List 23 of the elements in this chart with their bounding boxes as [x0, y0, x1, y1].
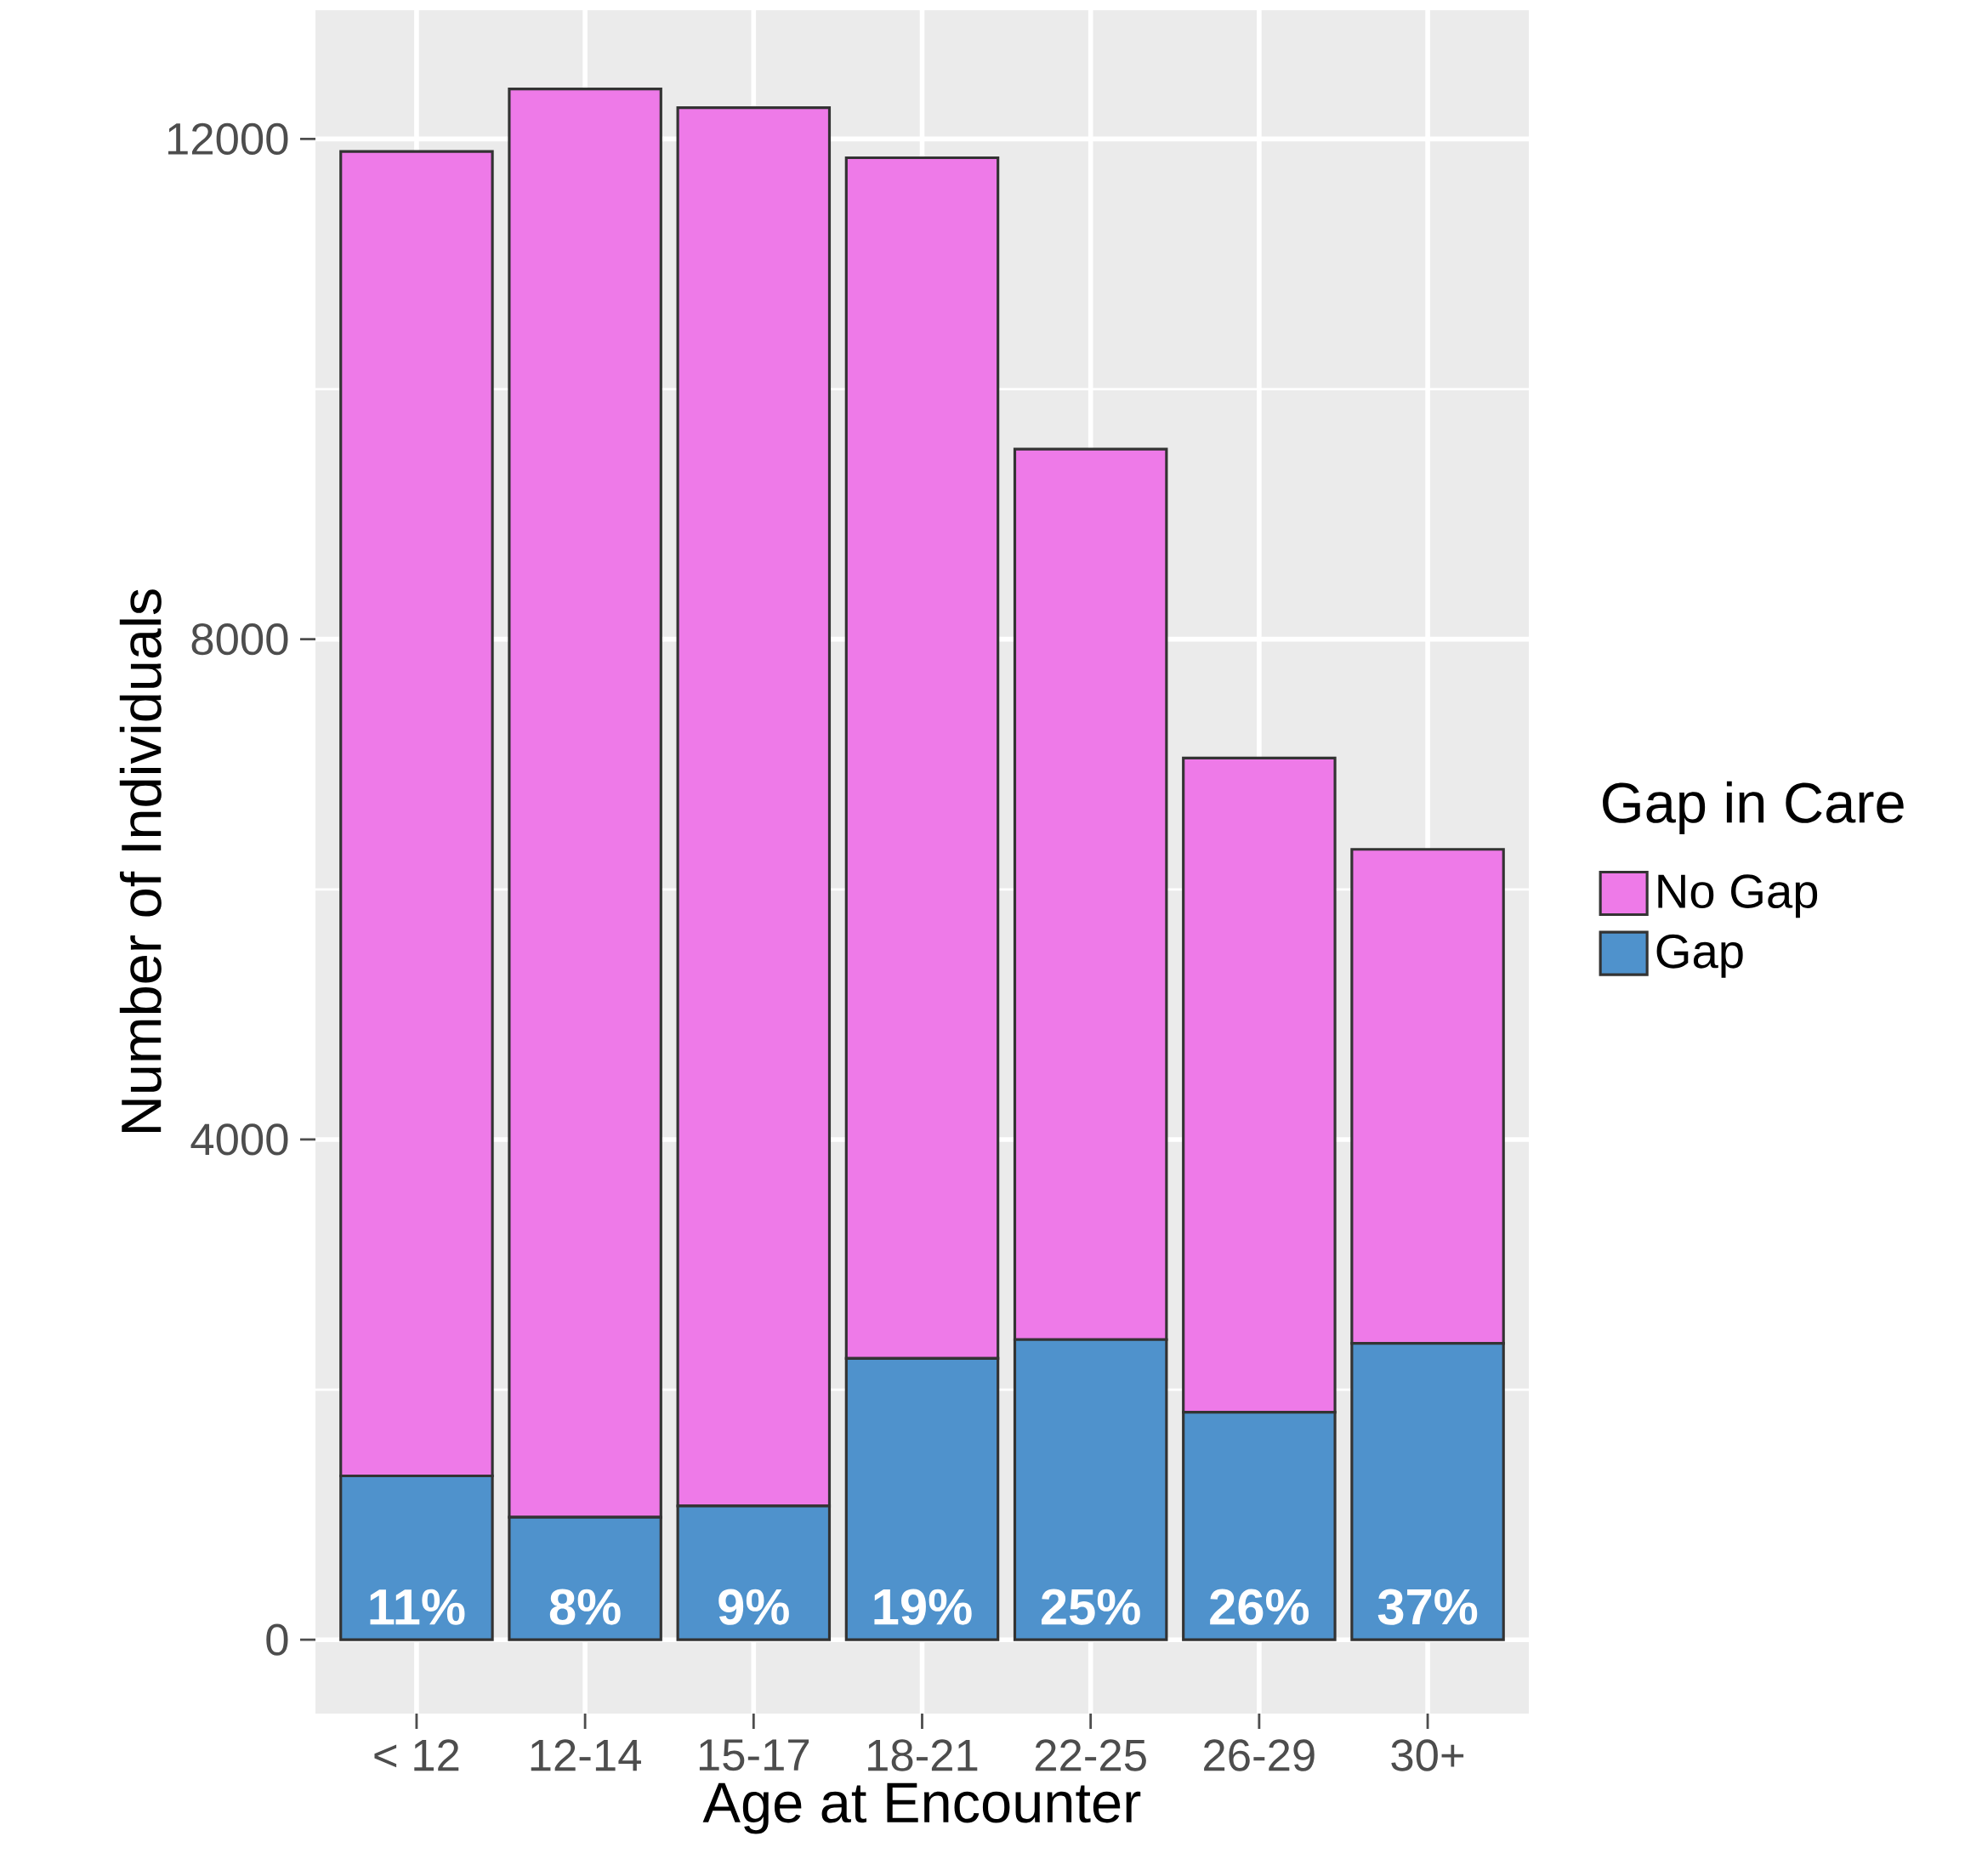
x-tick-label: 15-17 [699, 1739, 809, 1771]
x-axis-title: Age at Encounter [702, 1782, 1141, 1834]
legend-label: Gap [1656, 934, 1743, 978]
annotation: 9% [718, 1589, 789, 1625]
y-tick-label: 8000 [191, 623, 288, 656]
annotation: 19% [874, 1589, 972, 1625]
x-tick-label: < 12 [374, 1739, 459, 1771]
legend-title: Gap in Care [1603, 781, 1904, 835]
y-axis-title: Number of Individuals [119, 589, 162, 1132]
x-tick-label: 22-25 [1035, 1739, 1146, 1771]
x-tick-label: 30+ [1391, 1739, 1464, 1771]
x-tick-label: 18-21 [868, 1739, 978, 1771]
legend-label: No Gap [1658, 874, 1818, 918]
annotation: 25% [1041, 1589, 1140, 1625]
x-tick-label: 12-14 [531, 1739, 641, 1771]
annotation: 26% [1210, 1589, 1309, 1625]
annotation: 8% [549, 1589, 621, 1625]
y-tick-label: 0 [266, 1623, 288, 1656]
y-tick-label: 12000 [168, 122, 288, 156]
x-tick-label: 26-29 [1204, 1739, 1315, 1771]
annotation: 37% [1377, 1589, 1478, 1625]
annotation: 11% [370, 1589, 465, 1625]
y-tick-label: 4000 [190, 1123, 288, 1156]
